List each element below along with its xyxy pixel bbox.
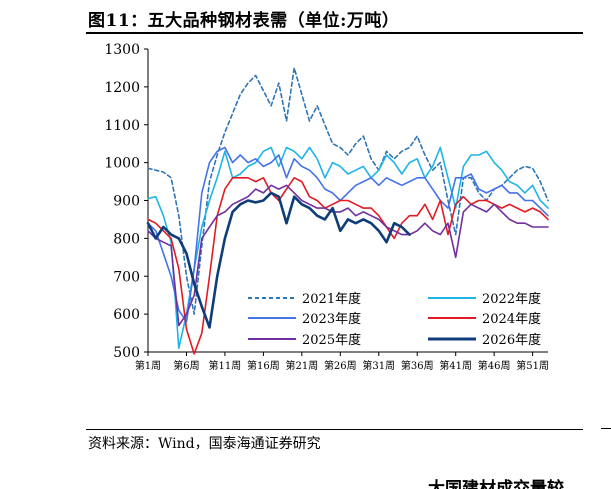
y-tick-label: 1200 <box>104 80 140 96</box>
x-tick-label: 第21周 <box>285 359 318 372</box>
legend-label-2: 2022年度 <box>482 291 541 307</box>
x-tick-label: 第11周 <box>209 359 242 372</box>
series-line-5 <box>147 184 549 327</box>
legend-label-5: 2025年度 <box>302 332 361 348</box>
source-note: 资料来源：Wind，国泰海通证券研究 <box>88 436 321 452</box>
x-tick-label: 第6周 <box>173 359 199 372</box>
figure-title: 图11：五大品种钢材表需（单位:万吨） <box>88 11 400 31</box>
chart-legend: 2021年度 2022年度 2023年度 2024年度 2025年度 2026年度 <box>248 291 541 348</box>
series-lines <box>146 67 549 355</box>
series-line-2 <box>147 146 549 350</box>
x-tick-label: 第41周 <box>439 359 472 372</box>
x-axis-ticks: 第1周 第6周 第11周 第16周 第21周 第26周 第31周 第36周 第41周 第46周 第5… <box>135 352 549 372</box>
title-rule <box>86 32 583 34</box>
y-tick-label: 1100 <box>104 118 140 134</box>
series-line-3 <box>147 146 549 323</box>
y-tick-label: 800 <box>113 231 140 247</box>
x-tick-label: 第31周 <box>362 359 395 372</box>
legend-label-1: 2021年度 <box>302 291 361 307</box>
x-tick-label: 第16周 <box>247 359 280 372</box>
next-figure-heading: 大国建材成交量较 <box>428 479 564 489</box>
y-tick-label: 900 <box>113 194 140 210</box>
series-line-4 <box>147 177 549 355</box>
x-tick-label: 第26周 <box>324 359 357 372</box>
y-axis-ticks: 500 600 700 800 900 1000 1100 1200 1300 <box>104 42 148 361</box>
y-tick-label: 600 <box>113 307 140 323</box>
x-tick-label: 第1周 <box>135 359 161 372</box>
y-tick-label: 700 <box>113 269 140 285</box>
series-line-1 <box>147 67 549 315</box>
adjacent-column-rule <box>601 428 611 429</box>
series-line-6 <box>146 191 411 329</box>
x-tick-label: 第46周 <box>478 359 511 372</box>
y-tick-label: 1000 <box>104 156 140 172</box>
source-rule <box>86 429 583 430</box>
y-tick-label: 1300 <box>104 42 140 58</box>
x-tick-label: 第51周 <box>516 359 549 372</box>
legend-label-4: 2024年度 <box>482 311 541 327</box>
legend-label-3: 2023年度 <box>302 311 361 327</box>
y-tick-label: 500 <box>113 345 140 361</box>
x-tick-label: 第36周 <box>401 359 434 372</box>
legend-label-6: 2026年度 <box>482 332 541 348</box>
